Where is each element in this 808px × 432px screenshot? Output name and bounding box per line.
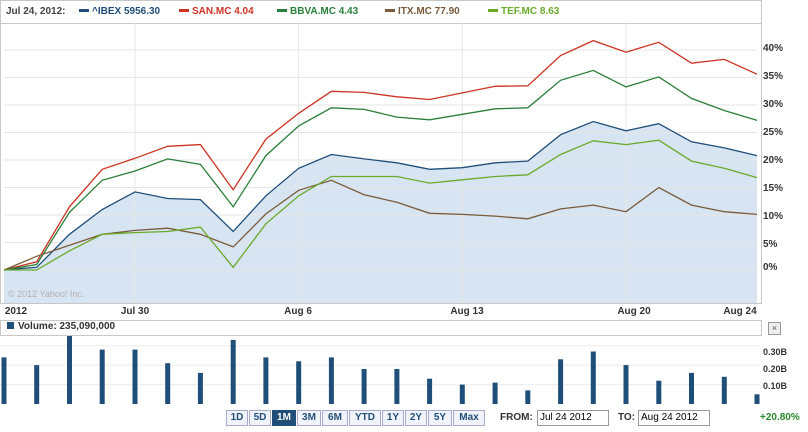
volume-tick-label: 0.10B — [763, 381, 788, 391]
range-button-1y[interactable]: 1Y — [382, 410, 404, 426]
volume-bar — [427, 378, 433, 404]
volume-header: Volume: 235,090,000 — [0, 320, 762, 336]
legend-label: SAN.MC 4.04 — [192, 6, 254, 17]
range-button-max[interactable]: Max — [453, 410, 485, 426]
volume-chart — [0, 336, 760, 404]
y-tick-label: 25% — [763, 127, 784, 138]
volume-bar — [656, 380, 662, 404]
legend-item-ibex: ^IBEX 5956.30 — [79, 6, 160, 17]
from-label: FROM: — [500, 412, 533, 423]
x-tick-label: Aug 6 — [284, 306, 312, 317]
price-chart[interactable] — [0, 0, 808, 320]
legend-date: Jul 24, 2012: — [6, 6, 66, 17]
volume-bar — [689, 372, 694, 404]
to-date-input[interactable]: Aug 24 2012 — [638, 410, 710, 426]
range-button-5d[interactable]: 5D — [249, 410, 271, 426]
x-axis-line — [0, 303, 760, 304]
y-tick-label: 5% — [763, 239, 778, 250]
range-button-6m[interactable]: 6M — [322, 410, 348, 426]
volume-bar — [165, 363, 171, 404]
x-tick-label: Jul 30 — [120, 306, 150, 317]
volume-tick-label: 0.20B — [763, 364, 788, 374]
volume-bar — [34, 365, 40, 404]
ibex-area-fill — [4, 121, 757, 303]
to-label: TO: — [618, 412, 636, 423]
from-date-input[interactable]: Jul 24 2012 — [537, 410, 609, 426]
volume-bar — [623, 365, 629, 404]
range-button-1d[interactable]: 1D — [226, 410, 248, 426]
legend-item-bbva: BBVA.MC 4.43 — [277, 6, 358, 17]
range-button-ytd[interactable]: YTD — [349, 410, 381, 426]
y-tick-label: 15% — [763, 183, 784, 194]
volume-bar — [754, 394, 760, 404]
y-tick-label: 40% — [763, 43, 784, 54]
legend-item-tef: TEF.MC 8.63 — [488, 6, 559, 17]
range-button-1m[interactable]: 1M — [272, 410, 296, 426]
y-tick-label: 0% — [763, 262, 778, 273]
volume-bar — [492, 382, 498, 404]
legend-label: ITX.MC 77.90 — [398, 6, 460, 17]
volume-bar — [590, 351, 596, 404]
y-tick-label: 35% — [763, 71, 784, 82]
series-line-itxmc — [3, 179, 758, 271]
y-tick-label: 10% — [763, 211, 784, 222]
volume-tick-label: 0.30B — [763, 347, 788, 357]
series-line-bbvamc — [3, 69, 758, 271]
volume-swatch — [7, 321, 14, 329]
volume-bar — [99, 349, 105, 404]
volume-bar — [721, 376, 727, 404]
legend-item-itx: ITX.MC 77.90 — [385, 6, 460, 17]
volume-bar — [263, 357, 269, 404]
volume-bar — [459, 384, 465, 404]
volume-bar — [296, 361, 302, 404]
legend-label: BBVA.MC 4.43 — [290, 6, 359, 17]
close-icon[interactable]: × — [768, 322, 781, 335]
volume-bar — [394, 369, 400, 404]
volume-bar — [197, 372, 203, 404]
volume-label: Volume: 235,090,000 — [18, 321, 116, 332]
volume-bar — [328, 357, 334, 404]
y-tick-label: 20% — [763, 155, 784, 166]
x-tick-label: Aug 24 — [723, 306, 757, 317]
volume-bar — [558, 359, 564, 404]
chart-legend: Jul 24, 2012: ^IBEX 5956.30 SAN.MC 4.04 … — [0, 0, 762, 24]
range-button-2y[interactable]: 2Y — [405, 410, 427, 426]
volume-bar — [132, 349, 138, 404]
x-tick-label: 2012 — [4, 306, 28, 317]
volume-bar — [67, 336, 72, 404]
legend-swatch — [179, 8, 189, 12]
percent-change: +20.80% — [760, 412, 800, 423]
x-tick-label: Aug 13 — [450, 306, 484, 317]
series-line-sanmc — [3, 39, 758, 271]
range-button-3m[interactable]: 3M — [297, 410, 321, 426]
series-line-ibex — [3, 120, 758, 271]
copyright-notice: © 2012 Yahoo! Inc. — [8, 289, 85, 299]
legend-swatch — [488, 8, 498, 12]
volume-bar — [230, 339, 236, 404]
volume-bar — [361, 369, 367, 404]
legend-label: TEF.MC 8.63 — [501, 6, 560, 17]
range-toolbar: 1D 5D 1M 3M 6M YTD 1Y 2Y 5Y Max FROM: Ju… — [0, 410, 808, 430]
volume-bar — [525, 390, 531, 404]
y-tick-label: 30% — [763, 99, 784, 110]
legend-label: ^IBEX 5956.30 — [92, 6, 161, 17]
legend-swatch — [277, 8, 287, 12]
legend-swatch — [385, 8, 395, 12]
legend-item-san: SAN.MC 4.04 — [179, 6, 254, 17]
range-button-5y[interactable]: 5Y — [428, 410, 452, 426]
legend-swatch — [79, 8, 89, 12]
series-line-tefmc — [4, 139, 758, 271]
volume-bar — [1, 357, 7, 404]
x-tick-label: Aug 20 — [617, 306, 651, 317]
